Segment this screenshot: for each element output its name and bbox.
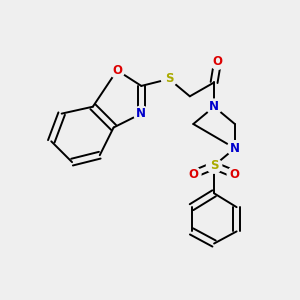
- Text: N: N: [209, 100, 219, 113]
- Circle shape: [227, 141, 242, 156]
- Text: S: S: [165, 73, 173, 85]
- Text: N: N: [136, 107, 146, 120]
- Text: O: O: [230, 168, 240, 181]
- Circle shape: [206, 158, 222, 173]
- Circle shape: [227, 167, 242, 182]
- Text: O: O: [212, 55, 223, 68]
- Circle shape: [206, 99, 222, 114]
- Text: S: S: [210, 159, 218, 172]
- Circle shape: [186, 167, 201, 182]
- Text: O: O: [112, 64, 122, 77]
- Circle shape: [134, 106, 149, 121]
- Circle shape: [110, 63, 125, 78]
- Text: O: O: [188, 168, 198, 181]
- Circle shape: [210, 54, 225, 69]
- Circle shape: [161, 71, 177, 87]
- Text: N: N: [230, 142, 240, 155]
